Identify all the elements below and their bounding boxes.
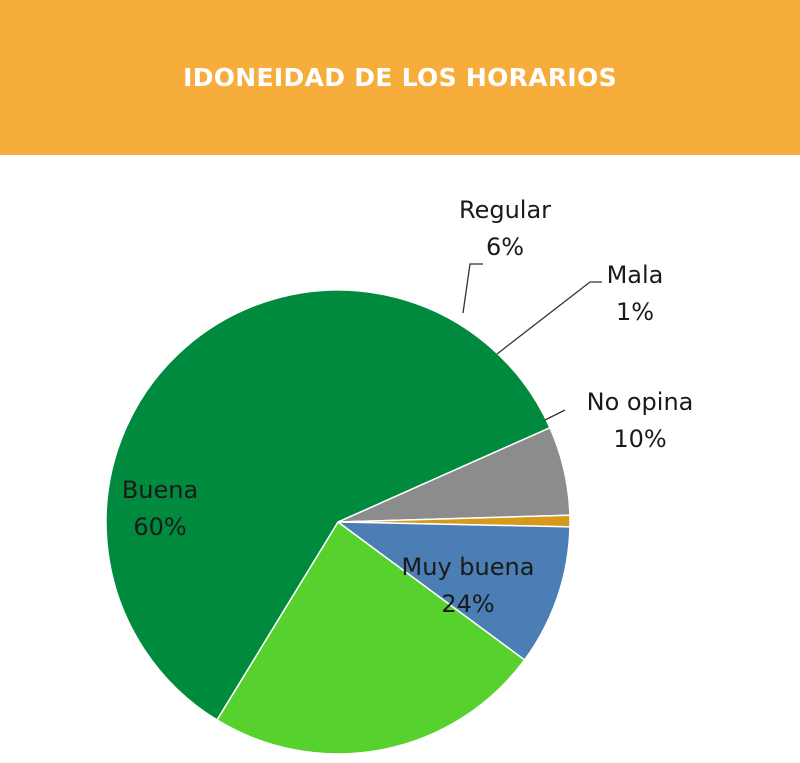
- slice-label-no-opina: No opina: [587, 388, 694, 416]
- pie-slice-no-opina: [335, 521, 571, 661]
- chart-header: IDONEIDAD DE LOS HORARIOS: [0, 0, 800, 155]
- slice-label-mala: Mala: [607, 261, 664, 289]
- pie-slice-muy-buena: [215, 520, 526, 755]
- slice-value-muy-buena: 24%: [441, 590, 494, 618]
- slice-value-buena: 60%: [133, 513, 186, 541]
- slice-label-buena: Buena: [122, 476, 198, 504]
- leader-line-mala: [496, 281, 602, 355]
- chart-title: IDONEIDAD DE LOS HORARIOS: [183, 63, 617, 92]
- slice-value-regular: 6%: [486, 233, 524, 261]
- slice-value-no-opina: 10%: [613, 425, 666, 453]
- slice-label-regular: Regular: [459, 196, 551, 224]
- leader-line-no-opina: [544, 409, 566, 421]
- leader-line-regular: [462, 263, 483, 314]
- slice-value-mala: 1%: [616, 298, 654, 326]
- pie-slice-buena: [105, 289, 551, 721]
- slice-label-muy-buena: Muy buena: [402, 553, 535, 581]
